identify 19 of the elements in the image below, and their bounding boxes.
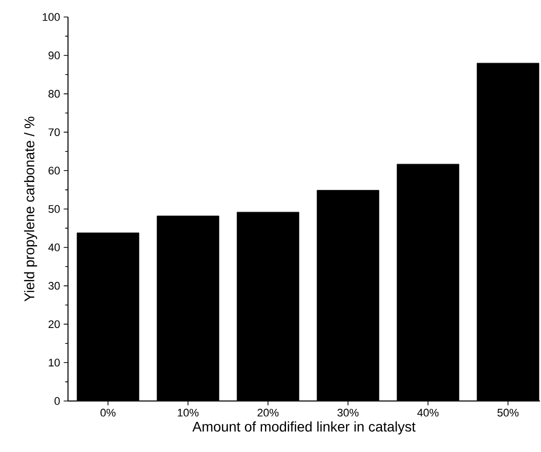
y-axis-title: Yield propylene carbonate / % [24, 116, 38, 302]
y-tick-label: 40 [48, 244, 60, 252]
y-tick-label: 70 [48, 128, 60, 136]
x-tick-label: 40% [417, 408, 439, 417]
x-tick-label: 0% [100, 408, 116, 417]
x-tick-label: 30% [337, 408, 359, 417]
y-tick-label: 80 [48, 90, 60, 98]
x-tick-label: 10% [178, 408, 199, 417]
x-axis-title: Amount of modified linker in catalyst [192, 421, 416, 434]
x-tick-label: 50% [497, 408, 519, 417]
y-tick-label: 10 [48, 358, 60, 366]
y-tick-label: 30 [48, 282, 60, 290]
y-tick-label: 100 [42, 13, 60, 21]
y-tick-label: 60 [48, 166, 60, 174]
y-tick-label: 90 [48, 52, 60, 60]
x-tick-label: 20% [258, 408, 279, 417]
y-tick-label: 20 [48, 320, 60, 328]
y-tick-label: 50 [48, 205, 60, 213]
y-tick-label: 0 [54, 397, 60, 405]
